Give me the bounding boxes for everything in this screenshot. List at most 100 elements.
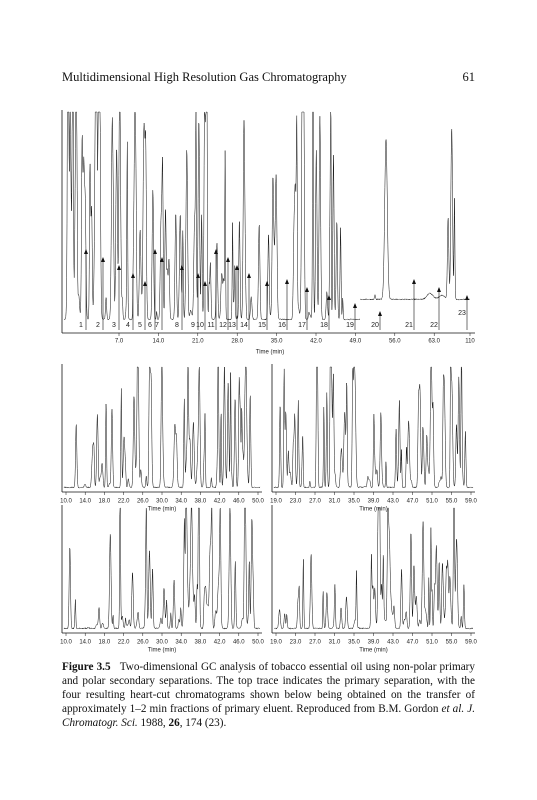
fraction-label: 18 (320, 322, 328, 329)
x-axis-label: Time (min) (359, 507, 387, 513)
caption-year: 1988, (140, 717, 166, 729)
running-title: Multidimensional High Resolution Gas Chr… (62, 70, 347, 84)
fraction-arrowhead (160, 257, 164, 262)
caption-label: Figure 3.5 (62, 661, 111, 673)
x-tick-label: 49.0 (350, 339, 362, 345)
x-tick-label: 39.0 (368, 640, 380, 646)
x-tick-label: 51.0 (426, 499, 438, 505)
fraction-arrowhead (180, 265, 184, 270)
x-tick-label: 35.0 (348, 499, 360, 505)
fraction-label: 6 (148, 322, 152, 329)
x-tick-label: 14.0 (79, 499, 91, 505)
x-tick-label: 19.0 (270, 640, 282, 646)
fraction-arrowhead (247, 273, 251, 278)
fraction-arrowhead (196, 273, 200, 278)
x-tick-label: 39.0 (368, 499, 380, 505)
x-tick-label: 23.0 (290, 499, 302, 505)
fraction-label: 17 (298, 322, 306, 329)
chromatogram-trace (63, 366, 261, 489)
x-tick-label: 27.0 (309, 640, 321, 646)
caption: Figure 3.5 Two-dimensional GC analysis o… (62, 660, 475, 730)
fraction-arrowhead (143, 281, 147, 286)
x-tick-label: 55.0 (446, 640, 458, 646)
fraction-label: 16 (278, 322, 286, 329)
fraction-arrowhead (265, 281, 269, 286)
fraction-arrowhead (327, 295, 331, 300)
x-tick-label: 50.0 (252, 499, 264, 505)
x-tick-label: 63.0 (428, 339, 440, 345)
x-tick-label: 14.0 (153, 339, 165, 345)
fraction-label: 5 (138, 322, 142, 329)
x-tick-label: 22.0 (118, 640, 130, 646)
x-tick-label: 47.0 (407, 640, 419, 646)
fraction-arrowhead (353, 303, 357, 308)
x-tick-label: 43.0 (387, 640, 399, 646)
x-tick-label: 59.0 (465, 640, 477, 646)
fraction-label: 9 (191, 322, 195, 329)
x-tick-label: 56.0 (389, 339, 401, 345)
fraction-label: 13 (228, 322, 236, 329)
fraction-label: 2 (96, 322, 100, 329)
fraction-label: 10 (196, 322, 204, 329)
x-tick-label: 26.0 (137, 499, 149, 505)
fraction-arrowhead (226, 257, 230, 262)
x-tick-label: 31.0 (329, 640, 341, 646)
x-tick-label: 46.0 (233, 640, 245, 646)
chromatogram-trace (64, 111, 361, 321)
fraction-arrowhead (437, 287, 441, 292)
x-tick-label: 7.0 (115, 339, 124, 345)
x-tick-label: 34.0 (175, 640, 187, 646)
fraction-label: 12 (219, 322, 227, 329)
x-tick-label: 50.0 (252, 640, 264, 646)
x-tick-label: 23.0 (290, 640, 302, 646)
x-tick-label: 42.0 (310, 339, 322, 345)
fraction-arrowhead (235, 265, 239, 270)
x-axis-label: Time (min) (256, 350, 284, 356)
x-tick-label: 42.0 (214, 640, 226, 646)
caption-pages: , 174 (23). (179, 717, 227, 729)
chromatogram-trace (273, 366, 474, 489)
fraction-arrowhead (117, 265, 121, 270)
chromatogram-trace (63, 507, 261, 630)
x-tick-label: 27.0 (309, 499, 321, 505)
x-tick-label: 110 (465, 339, 475, 345)
x-axis-label: Time (min) (359, 648, 387, 654)
fraction-arrowhead (153, 249, 157, 254)
x-tick-label: 18.0 (99, 640, 111, 646)
x-tick-label: 21.0 (192, 339, 204, 345)
caption-journal: J. Chromatogr. Sci. (62, 703, 476, 729)
x-tick-label: 18.0 (99, 499, 111, 505)
fraction-arrowhead (305, 287, 309, 292)
x-tick-label: 42.0 (214, 499, 226, 505)
fraction-arrowhead (412, 279, 416, 284)
fraction-label: 20 (371, 322, 379, 329)
x-tick-label: 30.0 (156, 499, 168, 505)
fraction-label: 7 (155, 322, 159, 329)
x-tick-label: 19.0 (270, 499, 282, 505)
caption-text: Two-dimensional GC analysis of tobacco e… (62, 661, 475, 715)
fraction-label: 8 (175, 322, 179, 329)
chromatogram-trace (359, 128, 471, 301)
x-tick-label: 22.0 (118, 499, 130, 505)
fraction-arrowhead (203, 281, 207, 286)
fraction-arrowhead (84, 249, 88, 254)
x-tick-label: 28.0 (231, 339, 243, 345)
x-tick-label: 43.0 (387, 499, 399, 505)
fraction-label: 3 (112, 322, 116, 329)
fraction-label: 21 (405, 322, 413, 329)
fraction-label: 11 (207, 322, 214, 329)
fraction-arrowhead (131, 273, 135, 278)
fraction-label: 1 (79, 322, 83, 329)
fraction-label: 22 (430, 322, 438, 329)
x-tick-label: 47.0 (407, 499, 419, 505)
x-tick-label: 51.0 (426, 640, 438, 646)
x-tick-label: 46.0 (233, 499, 245, 505)
x-tick-label: 10.0 (60, 640, 72, 646)
x-tick-label: 10.0 (60, 499, 72, 505)
x-tick-label: 55.0 (446, 499, 458, 505)
x-tick-label: 59.0 (465, 499, 477, 505)
fraction-arrowhead (285, 279, 289, 284)
